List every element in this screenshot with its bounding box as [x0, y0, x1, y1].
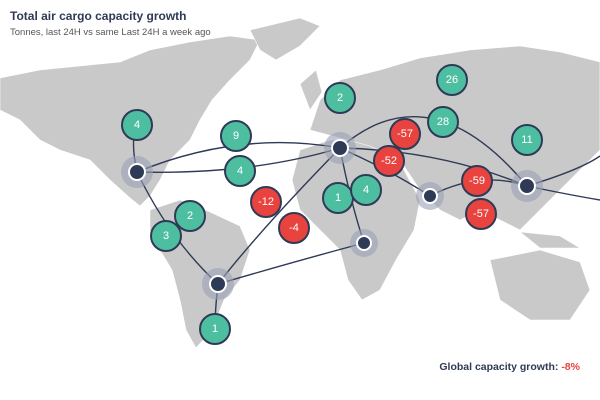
badge-circle	[511, 124, 543, 156]
badge: -57	[389, 118, 421, 150]
badges: 4 9 4 2 -57 28 26 11 -52 1 4 -12 -4 -59 -57 2 3 1	[121, 64, 543, 345]
badge-circle	[389, 118, 421, 150]
badge-label: -57	[473, 208, 489, 220]
badge-label: 28	[437, 116, 449, 128]
badge: 2	[324, 82, 356, 114]
hub	[350, 229, 378, 257]
global-growth-label: Global capacity growth:	[439, 361, 558, 373]
hub	[416, 182, 444, 210]
subtitle: Tonnes, last 24H vs same Last 24H a week…	[10, 27, 211, 38]
badge-circle	[350, 174, 382, 206]
badge: -52	[373, 145, 405, 177]
badge-circle	[199, 313, 231, 345]
badge-label: 2	[187, 210, 193, 222]
badge-circle	[220, 120, 252, 152]
global-growth: Global capacity growth: -8%	[439, 361, 580, 373]
badge-label: 4	[363, 184, 369, 196]
badge: 4	[121, 109, 153, 141]
badge: 9	[220, 120, 252, 152]
badge-label: 2	[337, 92, 343, 104]
badge-circle	[436, 64, 468, 96]
badge-label: 4	[134, 119, 140, 131]
hub	[121, 156, 153, 188]
badge-circle	[250, 186, 282, 218]
badge: 2	[174, 200, 206, 232]
badge: -4	[278, 212, 310, 244]
badge: 3	[150, 220, 182, 252]
badge: 4	[224, 155, 256, 187]
badge: 11	[511, 124, 543, 156]
badge-label: -4	[289, 222, 299, 234]
badge: 1	[199, 313, 231, 345]
badge-circle	[150, 220, 182, 252]
badge: 4	[350, 174, 382, 206]
badge-label: -59	[469, 175, 485, 187]
badge-label: 1	[212, 323, 218, 335]
badge-label: 4	[237, 165, 243, 177]
title: Total air cargo capacity growth	[10, 9, 186, 23]
badge-circle	[224, 155, 256, 187]
badge-label: 11	[521, 134, 532, 146]
hubs	[121, 132, 543, 300]
badge: 1	[322, 182, 354, 214]
badge-label: -57	[397, 128, 413, 140]
badge-circle	[278, 212, 310, 244]
badge-label: 3	[163, 230, 169, 242]
badge-label: 9	[233, 130, 239, 142]
badge: -12	[250, 186, 282, 218]
badge: 28	[427, 106, 459, 138]
badge-label: 26	[446, 74, 458, 86]
badge-circle	[121, 109, 153, 141]
badge-circle	[373, 145, 405, 177]
global-growth-value: -8%	[561, 361, 580, 373]
badge-label: 1	[335, 192, 341, 204]
hub	[324, 132, 356, 164]
badge-circle	[461, 165, 493, 197]
badge-circle	[174, 200, 206, 232]
badge-circle	[465, 198, 497, 230]
landmass	[0, 17, 600, 349]
badge-circle	[427, 106, 459, 138]
badge-circle	[324, 82, 356, 114]
badge-label: -52	[381, 155, 397, 167]
badge: 26	[436, 64, 468, 96]
hub	[202, 268, 234, 300]
badge-label: -12	[258, 196, 274, 208]
hub	[511, 170, 543, 202]
badge: -57	[465, 198, 497, 230]
badge: -59	[461, 165, 493, 197]
